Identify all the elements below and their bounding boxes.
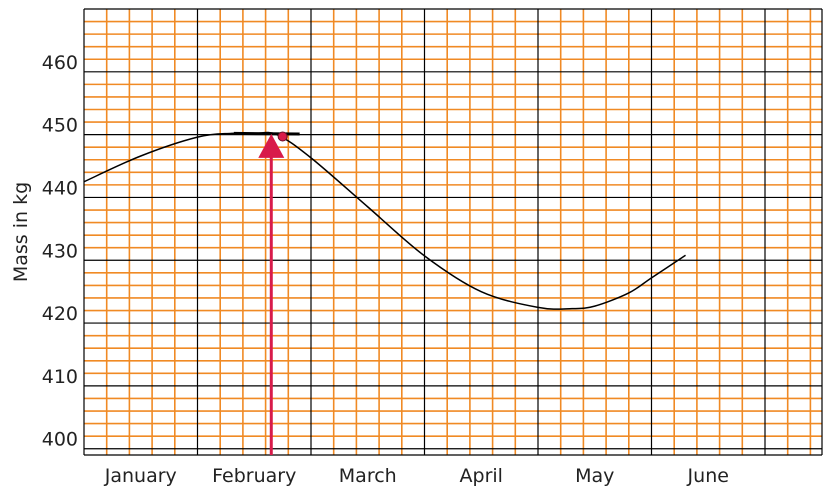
minor-grid bbox=[84, 9, 822, 455]
y-tick-labels: 400 410 420 430 440 450 460 bbox=[42, 52, 78, 451]
y-tick-label: 420 bbox=[42, 303, 78, 325]
x-tick-labels: January February March April May June bbox=[104, 465, 729, 487]
peak-highlight bbox=[233, 131, 300, 136]
y-tick-label: 450 bbox=[42, 115, 78, 137]
series-group bbox=[83, 131, 686, 310]
y-tick-label: 460 bbox=[42, 52, 78, 74]
y-tick-label: 430 bbox=[42, 240, 78, 262]
y-tick-label: 400 bbox=[42, 429, 78, 451]
x-tick-label: January bbox=[104, 465, 177, 487]
series-line-0 bbox=[83, 131, 686, 310]
x-tick-label: June bbox=[687, 465, 729, 487]
y-tick-label: 440 bbox=[42, 177, 78, 199]
y-tick-label: 410 bbox=[42, 366, 78, 388]
major-grid bbox=[83, 8, 823, 456]
arrow-head bbox=[258, 133, 285, 158]
x-tick-label: February bbox=[212, 465, 296, 487]
x-tick-label: May bbox=[575, 465, 614, 487]
annotation-group bbox=[258, 131, 288, 455]
x-tick-label: March bbox=[339, 465, 397, 487]
y-axis-label: Mass in kg bbox=[10, 182, 32, 282]
x-tick-label: April bbox=[460, 465, 503, 487]
data-point-marker bbox=[277, 131, 288, 142]
